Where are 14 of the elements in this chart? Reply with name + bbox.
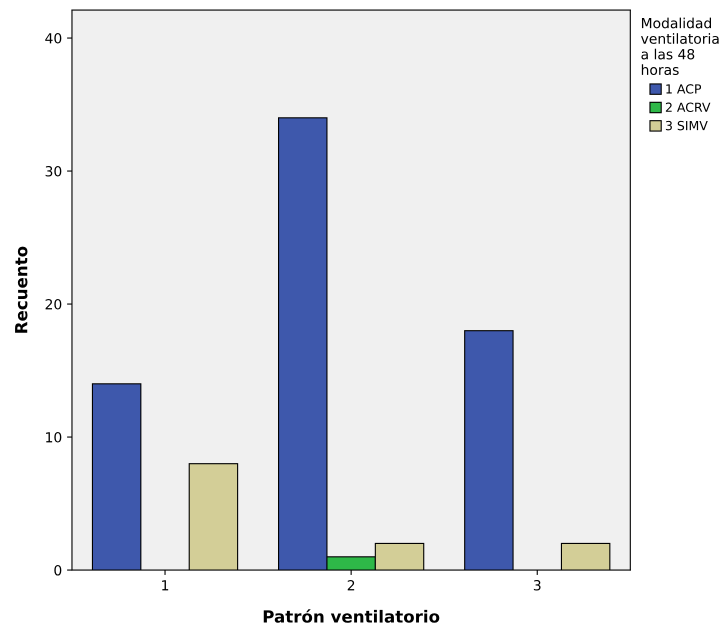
y-tick-label: 10 bbox=[46, 432, 62, 443]
y-axis-title: Recuento bbox=[15, 246, 28, 333]
y-tick-label: 20 bbox=[46, 299, 62, 310]
x-tick-label: 2 bbox=[348, 580, 354, 590]
x-tick-label: 1 bbox=[162, 580, 168, 590]
legend-title: Modalidad ventilatoria a las 48 horas bbox=[641, 18, 719, 76]
y-tick-label: 0 bbox=[54, 565, 62, 576]
x-tick-label: 3 bbox=[534, 580, 541, 591]
x-axis-title: Patrón ventilatorio bbox=[264, 609, 440, 623]
legend-label: 2 ACRV bbox=[666, 102, 710, 112]
y-tick-label: 40 bbox=[45, 33, 62, 44]
legend-label: 1 ACP bbox=[666, 84, 702, 94]
legend-label: 3 SIMV bbox=[666, 120, 708, 130]
y-tick-label: 30 bbox=[46, 166, 62, 177]
